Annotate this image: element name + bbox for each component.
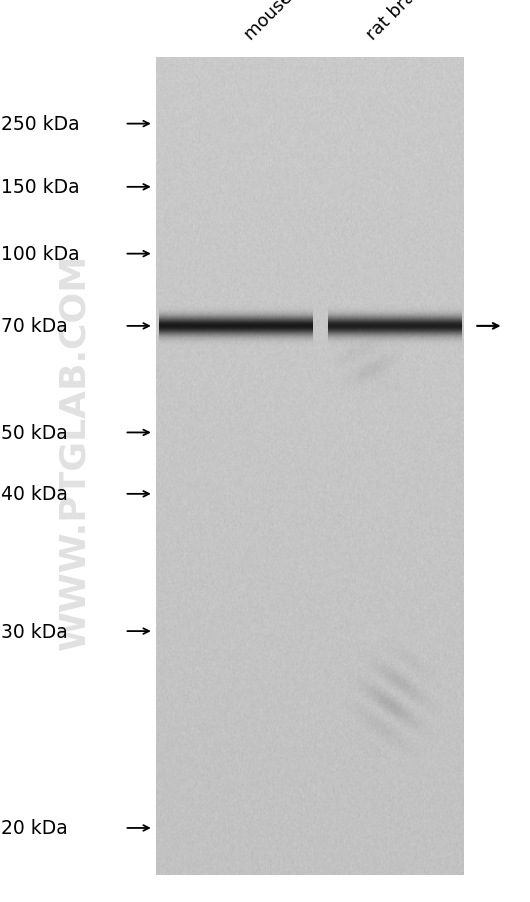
Text: 250 kDa: 250 kDa bbox=[1, 115, 80, 134]
Text: 20 kDa: 20 kDa bbox=[1, 818, 68, 838]
Text: 30 kDa: 30 kDa bbox=[1, 621, 68, 641]
Text: 100 kDa: 100 kDa bbox=[1, 244, 80, 264]
Text: WWW.PTGLAB.COM: WWW.PTGLAB.COM bbox=[57, 253, 91, 649]
Text: mouse brain: mouse brain bbox=[241, 0, 333, 43]
Text: 50 kDa: 50 kDa bbox=[1, 423, 68, 443]
Text: 40 kDa: 40 kDa bbox=[1, 484, 68, 504]
Text: 70 kDa: 70 kDa bbox=[1, 317, 68, 336]
Text: 150 kDa: 150 kDa bbox=[1, 178, 80, 198]
Text: rat brain: rat brain bbox=[363, 0, 431, 43]
